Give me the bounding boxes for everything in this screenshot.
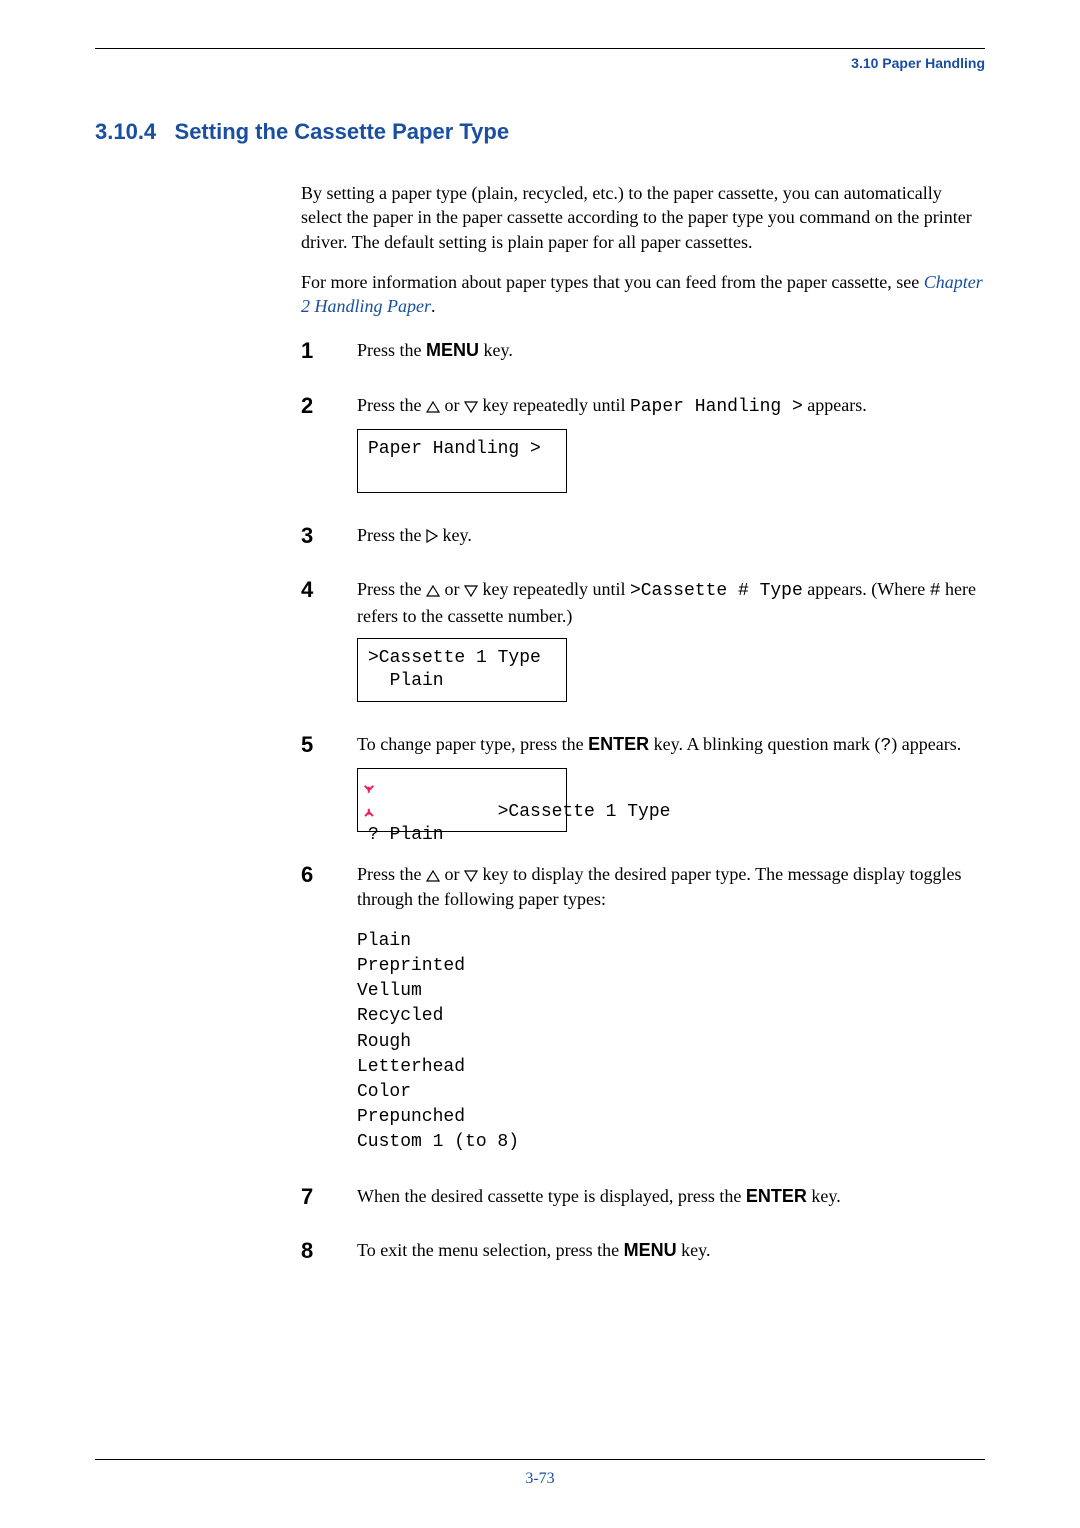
text: key repeatedly until: [478, 395, 630, 415]
step-body: Press the or key repeatedly until Paper …: [357, 393, 985, 503]
text: or: [440, 395, 464, 415]
step-4: 4 Press the or key repeatedly until >Cas…: [301, 577, 985, 712]
lcd-display: Paper Handling >: [357, 429, 567, 493]
text: key.: [479, 340, 513, 360]
section-title: 3.10.4 Setting the Cassette Paper Type: [95, 119, 985, 145]
intro-p2a: For more information about paper types t…: [301, 272, 924, 292]
code-text: Paper Handling >: [630, 397, 803, 417]
lcd-display: >Cassette 1 Type ? Plain: [357, 768, 567, 832]
section-heading: Setting the Cassette Paper Type: [175, 119, 510, 144]
step-3: 3 Press the key.: [301, 523, 985, 557]
text: Press the: [357, 579, 426, 599]
triangle-down-icon: [464, 585, 478, 597]
step-body: When the desired cassette type is displa…: [357, 1184, 985, 1218]
step-body: Press the key.: [357, 523, 985, 557]
text: key.: [438, 525, 472, 545]
text: or: [440, 579, 464, 599]
page-number: 3-73: [95, 1470, 985, 1488]
text: appears.: [803, 395, 867, 415]
step-num: 5: [301, 732, 357, 842]
text: ) appears.: [891, 734, 961, 754]
step-5: 5 To change paper type, press the ENTER …: [301, 732, 985, 842]
intro-p1: By setting a paper type (plain, recycled…: [301, 181, 985, 254]
menu-key: MENU: [426, 340, 479, 360]
steps: 1 Press the MENU key. 2 Press the or key…: [301, 338, 985, 1272]
text: When the desired cassette type is displa…: [357, 1186, 746, 1206]
step-num: 4: [301, 577, 357, 712]
body: By setting a paper type (plain, recycled…: [301, 181, 985, 1272]
step-body: To exit the menu selection, press the ME…: [357, 1238, 985, 1272]
text: To change paper type, press the: [357, 734, 588, 754]
step-num: 6: [301, 862, 357, 1163]
enter-key: ENTER: [746, 1186, 807, 1206]
triangle-up-icon: [426, 401, 440, 413]
code-text: >Cassette # Type: [630, 581, 803, 601]
code-text: #: [930, 581, 941, 601]
intro-p2b: .: [431, 296, 436, 316]
step-num: 2: [301, 393, 357, 503]
text: Press the: [357, 340, 426, 360]
section-number: 3.10.4: [95, 119, 156, 144]
footer: 3-73: [95, 1459, 985, 1488]
text: key repeatedly until: [478, 579, 630, 599]
step-2: 2 Press the or key repeatedly until Pape…: [301, 393, 985, 503]
top-rule: [95, 48, 985, 49]
text: key. A blinking question mark (: [649, 734, 880, 754]
enter-key: ENTER: [588, 734, 649, 754]
cursor-indicator-icon: [364, 787, 376, 799]
step-8: 8 To exit the menu selection, press the …: [301, 1238, 985, 1272]
triangle-up-icon: [426, 585, 440, 597]
page-header: 3.10 Paper Handling: [95, 55, 985, 71]
intro-p2: For more information about paper types t…: [301, 270, 985, 319]
step-1: 1 Press the MENU key.: [301, 338, 985, 372]
bottom-rule: [95, 1459, 985, 1460]
step-num: 1: [301, 338, 357, 372]
step-num: 8: [301, 1238, 357, 1272]
step-num: 3: [301, 523, 357, 557]
triangle-down-icon: [464, 401, 478, 413]
code-text: ?: [880, 736, 891, 756]
lcd-display: >Cassette 1 Type Plain: [357, 638, 567, 702]
step-body: To change paper type, press the ENTER ke…: [357, 732, 985, 842]
step-num: 7: [301, 1184, 357, 1218]
menu-key: MENU: [624, 1240, 677, 1260]
step-body: Press the MENU key.: [357, 338, 985, 372]
text: appears. (Where: [803, 579, 930, 599]
triangle-right-icon: [426, 529, 438, 543]
text: key.: [807, 1186, 841, 1206]
text: Press the: [357, 525, 426, 545]
page: 3.10 Paper Handling 3.10.4 Setting the C…: [0, 0, 1080, 1332]
text: To exit the menu selection, press the: [357, 1240, 624, 1260]
text: Press the: [357, 395, 426, 415]
step-body: Press the or key repeatedly until >Casse…: [357, 577, 985, 712]
step-7: 7 When the desired cassette type is disp…: [301, 1184, 985, 1218]
text: key.: [677, 1240, 711, 1260]
paper-type-list: Plain Preprinted Vellum Recycled Rough L…: [357, 929, 985, 1156]
cursor-indicator-icon: [364, 813, 376, 825]
